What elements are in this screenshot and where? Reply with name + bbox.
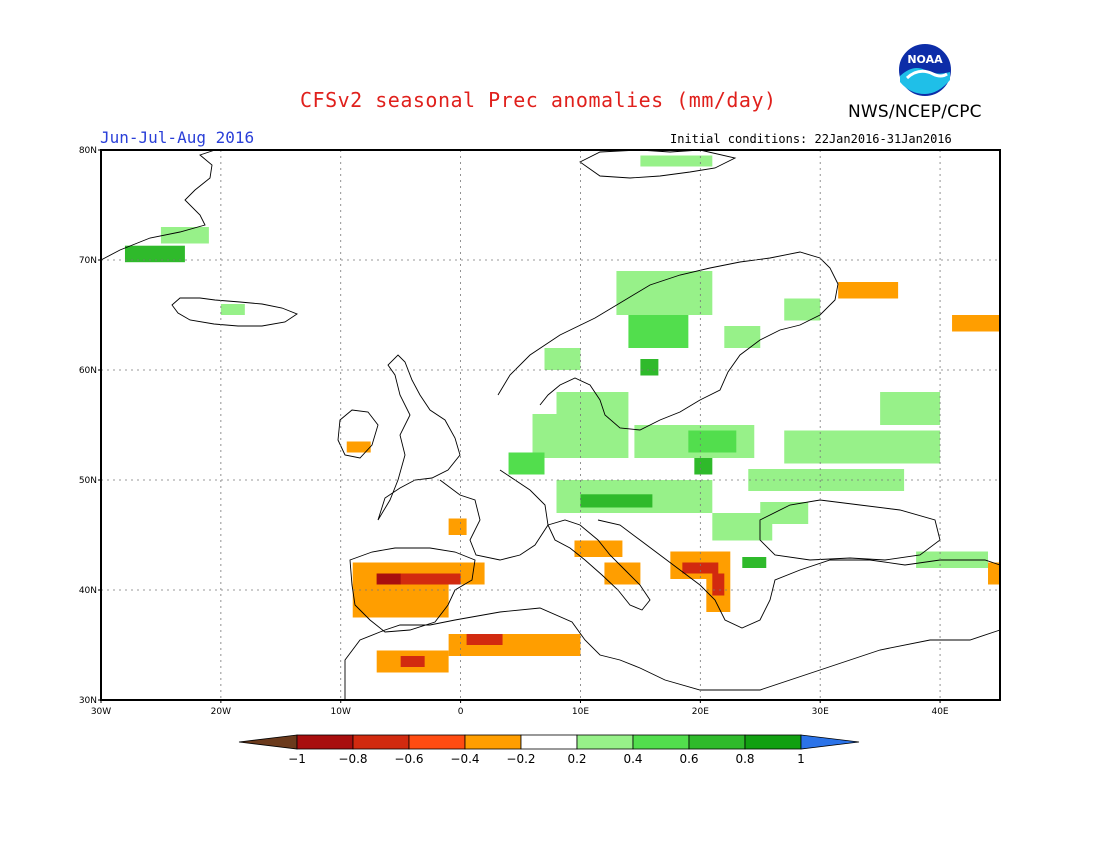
colorbar-swatch xyxy=(744,734,802,750)
anomaly-cell xyxy=(784,430,941,464)
anomaly-cell xyxy=(688,430,737,453)
anomaly-cell xyxy=(508,452,545,475)
longitude-tick-label: 0 xyxy=(458,707,464,717)
colorbar-label: 0.6 xyxy=(679,752,698,766)
anomaly-cell xyxy=(712,573,725,596)
longitude-tick-label: 10W xyxy=(331,707,351,717)
colorbar-swatch xyxy=(520,734,578,750)
anomaly-cell xyxy=(640,359,659,376)
black-sea-coast xyxy=(759,499,941,561)
longitude-tick-label: 20E xyxy=(692,707,709,717)
colorbar-swatch xyxy=(408,734,466,750)
colorbar-swatch xyxy=(296,734,354,750)
longitude-tick-label: 30E xyxy=(812,707,829,717)
continental-coast xyxy=(344,607,1001,700)
map-title: CFSv2 seasonal Prec anomalies (mm/day) xyxy=(300,88,777,112)
anomaly-cell xyxy=(220,304,245,315)
anomaly-cell xyxy=(748,469,905,491)
iberia-coast xyxy=(349,547,476,633)
colorbar-label: −1 xyxy=(288,752,306,766)
season-label: Jun-Jul-Aug 2016 xyxy=(100,128,255,147)
anomaly-cell xyxy=(880,392,941,425)
colorbar-label: 0.4 xyxy=(623,752,642,766)
latitude-tick-labels: 30N 40N 50N 60N 70N 80N xyxy=(79,146,101,706)
coastline-layer xyxy=(100,149,1001,700)
colorbar-swatch xyxy=(464,734,522,750)
anomaly-cell xyxy=(604,562,641,585)
noaa-logo: NOAA xyxy=(893,42,957,98)
latitude-tick-label: 40N xyxy=(79,586,97,596)
longitude-tick-label: 40E xyxy=(931,707,948,717)
anomaly-cell xyxy=(346,441,371,453)
anomaly-cell xyxy=(952,315,1000,332)
colorbar-label: −0.8 xyxy=(338,752,367,766)
map-frame xyxy=(100,149,1001,701)
anomaly-cell xyxy=(628,315,689,348)
anomaly-cell xyxy=(400,656,425,667)
anomaly-cell xyxy=(784,298,821,321)
anomaly-cell xyxy=(616,271,713,315)
anomaly-cell xyxy=(124,245,185,263)
colorbar-swatch xyxy=(576,734,634,750)
anomaly-cell xyxy=(988,562,1000,585)
colorbar-label: −0.4 xyxy=(450,752,479,766)
organization-label: NWS/NCEP/CPC xyxy=(848,102,982,122)
latitude-tick-label: 60N xyxy=(79,366,97,376)
iceland-coast xyxy=(171,297,298,327)
anomaly-layer xyxy=(124,155,1000,673)
anomaly-cell xyxy=(694,458,713,475)
colorbar-high-arrow xyxy=(800,734,860,750)
noaa-logo-text: NOAA xyxy=(907,53,943,66)
latitude-tick-label: 80N xyxy=(79,146,97,156)
colorbar-label: 0.2 xyxy=(567,752,586,766)
anomaly-cell xyxy=(556,392,629,414)
latitude-tick-label: 30N xyxy=(79,696,97,706)
anomaly-cell xyxy=(580,494,653,508)
greenland-coast xyxy=(100,149,216,261)
italy-coast xyxy=(547,519,651,611)
longitude-tick-label: 10E xyxy=(572,707,589,717)
anomaly-cell xyxy=(682,562,719,574)
longitude-tick-label: 20W xyxy=(211,707,231,717)
colorbar-label: 1 xyxy=(797,752,805,766)
colorbar-label: −0.6 xyxy=(394,752,423,766)
longitude-tick-label: 30W xyxy=(91,707,111,717)
colorbar-swatch xyxy=(632,734,690,750)
balkans-coast xyxy=(597,519,1001,629)
uk-coast xyxy=(377,354,461,521)
anomaly-cell xyxy=(160,227,209,244)
longitude-tick-labels: 30W 20W 10W 0 10E 20E 30E 40E xyxy=(91,700,949,717)
colorbar-label: −0.2 xyxy=(506,752,535,766)
colorbar-low-arrow xyxy=(238,734,298,750)
latitude-tick-label: 70N xyxy=(79,256,97,266)
anomaly-cell xyxy=(838,282,899,299)
anomaly-cell xyxy=(448,518,467,535)
colorbar-swatch xyxy=(352,734,410,750)
france-coast xyxy=(439,469,549,561)
anomaly-cell xyxy=(466,634,503,645)
anomaly-cell xyxy=(742,557,767,568)
scandinavia-coast xyxy=(497,251,839,431)
anomaly-cell xyxy=(724,326,761,348)
anomaly-cell xyxy=(544,348,581,370)
anomaly-cell xyxy=(640,155,713,167)
graticule xyxy=(101,150,1000,700)
anomaly-cell xyxy=(376,573,461,585)
latitude-tick-label: 50N xyxy=(79,476,97,486)
anomaly-cell xyxy=(574,540,623,557)
anomaly-cell xyxy=(376,573,401,585)
anomaly-cell xyxy=(760,502,809,524)
initial-conditions-label: Initial conditions: 22Jan2016-31Jan2016 xyxy=(670,132,952,146)
colorbar-swatch xyxy=(688,734,746,750)
colorbar-label: 0.8 xyxy=(735,752,754,766)
